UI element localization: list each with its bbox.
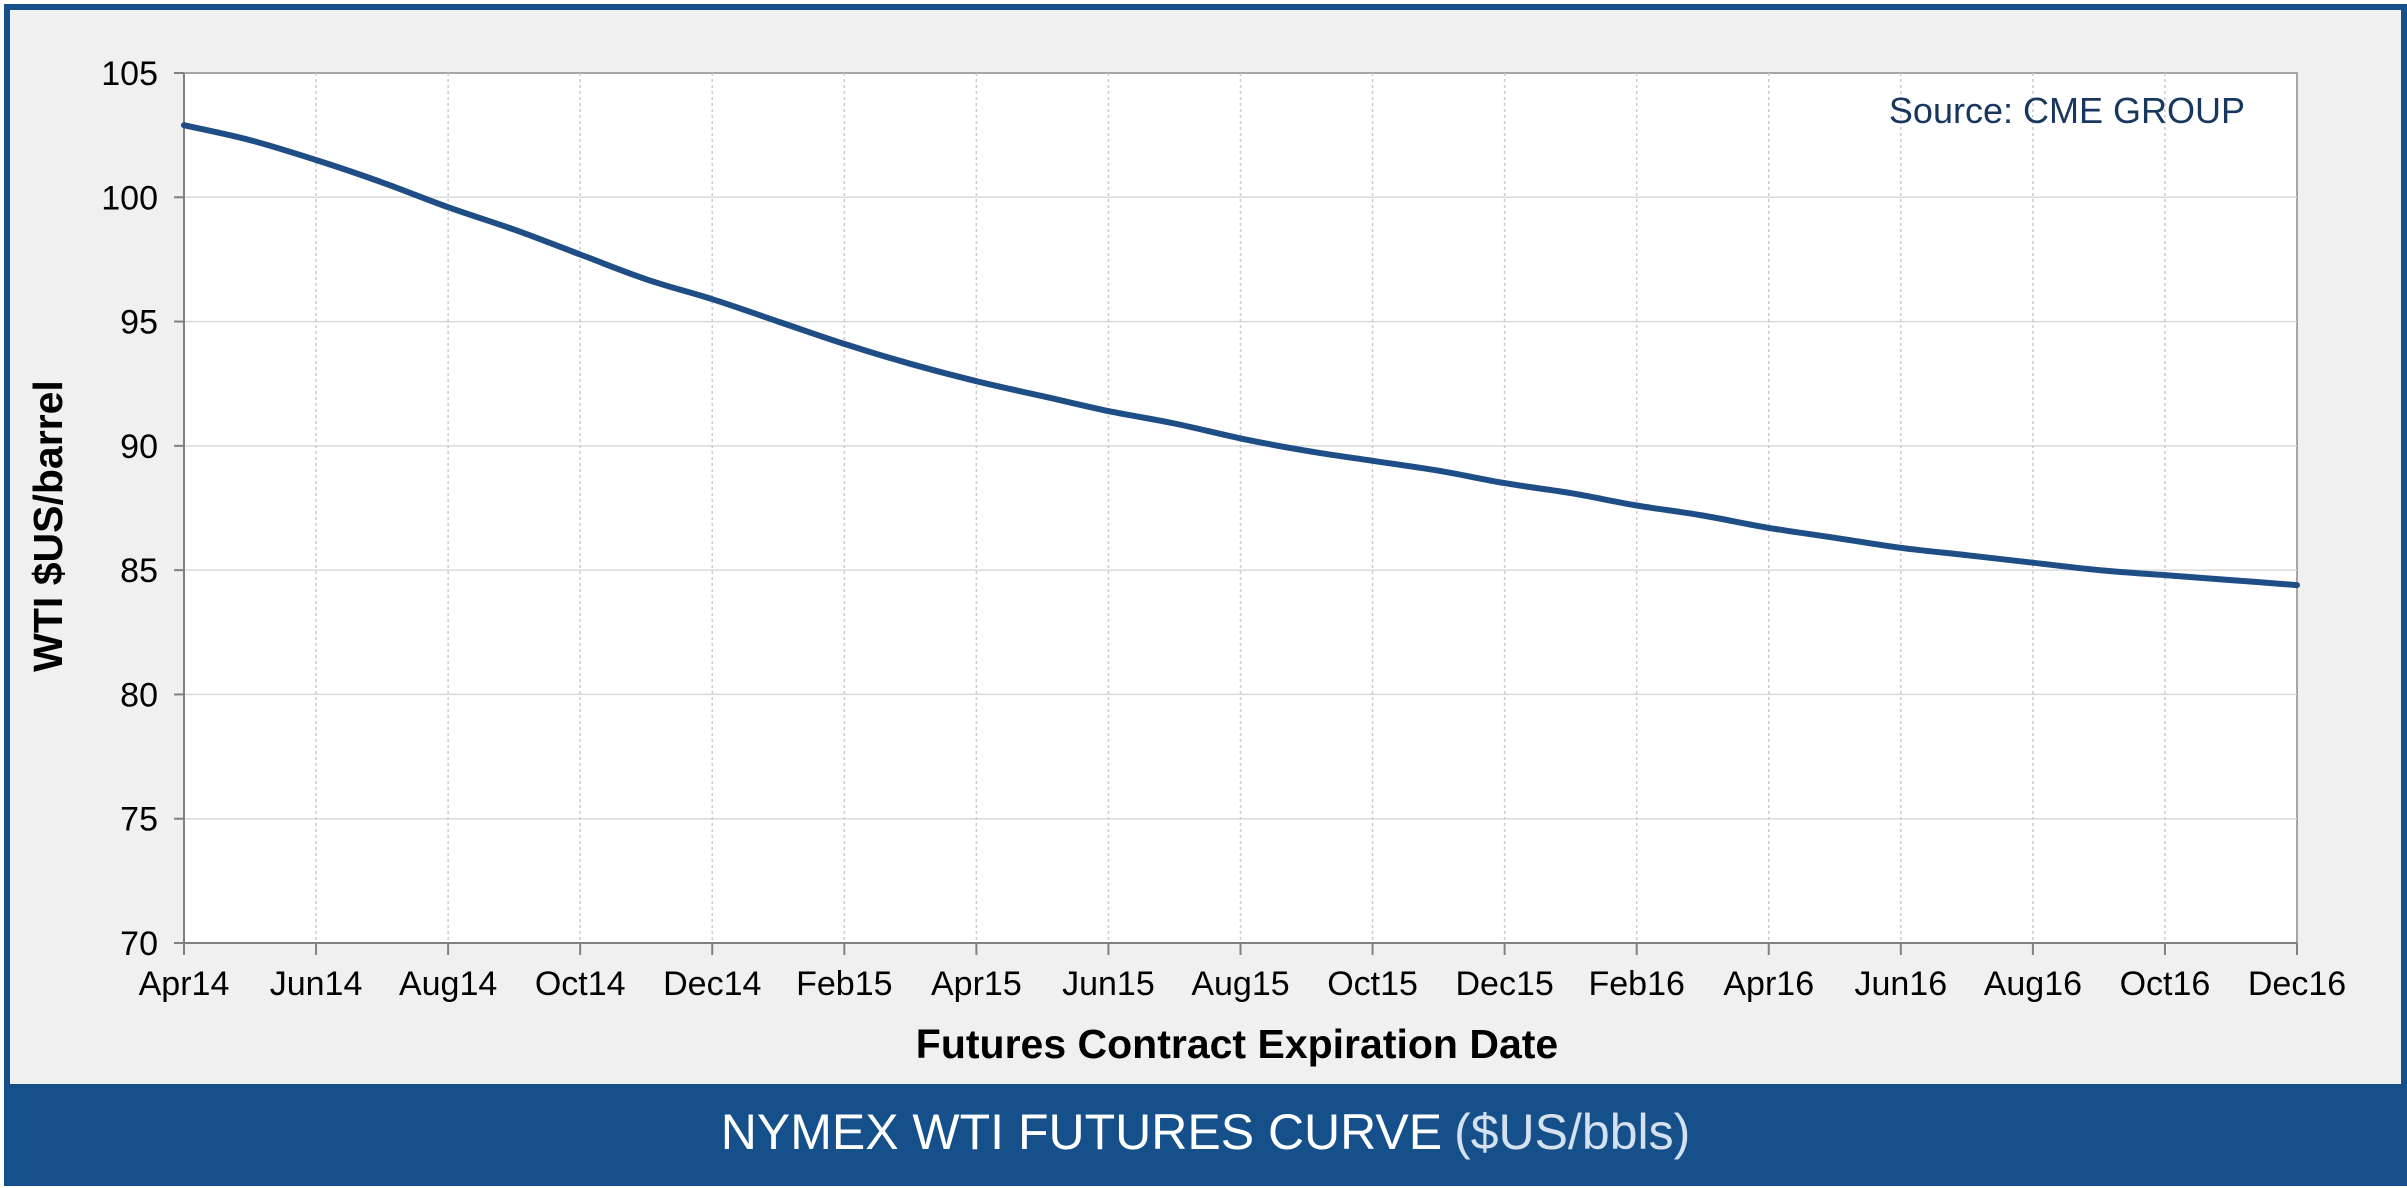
line-chart: 105 100 95 90 85 80 75 70 Apr14 Jun14 Aug14 Oct14 D… (25, 55, 2347, 1067)
y-tick-label: 95 (120, 304, 158, 342)
y-tick-label: 100 (101, 179, 158, 217)
x-tick-label: Dec15 (1455, 965, 1553, 1003)
axes (174, 72, 2298, 955)
x-tick-label: Dec16 (2248, 965, 2346, 1003)
y-tick-label: 85 (120, 552, 158, 590)
x-tick-label: Oct15 (1327, 965, 1418, 1003)
y-tick-label: 75 (120, 801, 158, 839)
x-axis-title: Futures Contract Expiration Date (916, 1021, 1558, 1067)
source-annotation: Source: CME GROUP (1889, 90, 2245, 131)
x-tick-label: Apr15 (931, 965, 1022, 1003)
y-tick-label: 80 (120, 676, 158, 714)
x-tick-label: Aug14 (399, 965, 497, 1003)
x-tick-label: Oct16 (2120, 965, 2211, 1003)
y-axis-ticks: 105 100 95 90 85 80 75 70 (101, 55, 158, 963)
y-tick-label: 105 (101, 55, 158, 93)
y-tick-label: 90 (120, 428, 158, 466)
x-tick-label: Apr16 (1723, 965, 1814, 1003)
x-tick-label: Feb16 (1588, 965, 1684, 1003)
x-axis-ticks: Apr14 Jun14 Aug14 Oct14 Dec14 Feb15 Apr15 Jun15… (139, 965, 2347, 1003)
footer-title: NYMEX WTI FUTURES CURVE (720, 1104, 1443, 1160)
series-line (181, 122, 2300, 589)
x-tick-label: Oct14 (535, 965, 626, 1003)
chart-frame: 105 100 95 90 85 80 75 70 Apr14 Jun14 Aug14 Oct14 D… (4, 4, 2407, 1186)
y-tick-label: 70 (120, 925, 158, 963)
x-tick-label: Jun16 (1854, 965, 1947, 1003)
x-tick-label: Apr14 (139, 965, 230, 1003)
x-tick-label: Dec14 (663, 965, 761, 1003)
footer-title-bar: NYMEX WTI FUTURES CURVE ($US/bbls) (10, 1084, 2401, 1180)
x-tick-label: Aug16 (1984, 965, 2082, 1003)
x-tick-label: Feb15 (796, 965, 892, 1003)
x-tick-label: Jun14 (270, 965, 363, 1003)
y-axis-title: WTI $US/barrel (25, 380, 71, 672)
x-tick-label: Jun15 (1062, 965, 1155, 1003)
x-tick-label: Aug15 (1191, 965, 1289, 1003)
footer-title-units: ($US/bbls) (1454, 1104, 1691, 1160)
